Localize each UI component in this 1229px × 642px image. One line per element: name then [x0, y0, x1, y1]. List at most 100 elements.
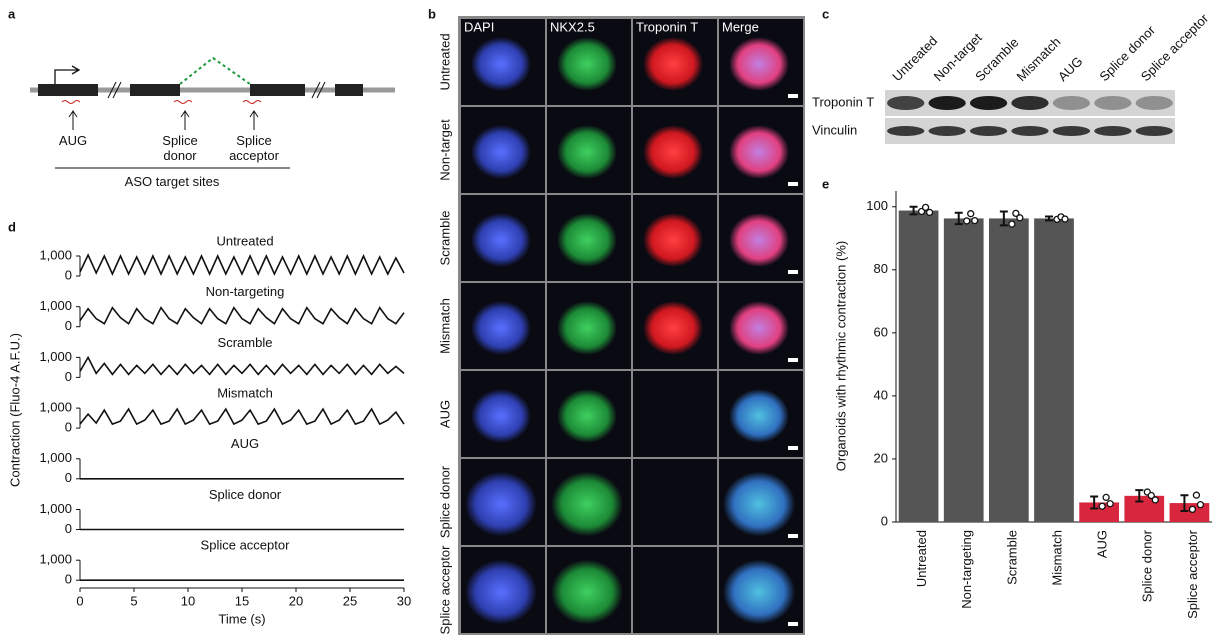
- error-bar: [1045, 215, 1053, 222]
- column-header: Troponin T: [636, 19, 698, 34]
- data-point: [921, 203, 930, 212]
- y-tick-label: 1,000: [39, 400, 72, 415]
- band: [1135, 96, 1173, 110]
- data-point: [963, 217, 971, 225]
- organoid: [465, 471, 537, 537]
- organoid: [557, 125, 617, 179]
- data-point: [1188, 505, 1197, 514]
- data-point: [1008, 220, 1016, 228]
- organoid: [471, 37, 531, 91]
- data-point: [1196, 501, 1205, 509]
- x-tick-label: Splice donor: [1140, 529, 1155, 602]
- y-tick-label: 0: [65, 267, 72, 282]
- trace-title: Untreated: [216, 233, 273, 248]
- y-tick-label: 0: [65, 572, 72, 587]
- y-tick-label: 1,000: [39, 552, 72, 567]
- organoid: [729, 213, 789, 267]
- trace: [79, 253, 405, 276]
- data-point: [1151, 496, 1159, 504]
- lane-label: AUG: [1055, 54, 1086, 85]
- x-axis-label: Time (s): [218, 611, 265, 626]
- error-bar: [954, 211, 963, 226]
- column-header: DAPI: [464, 19, 494, 34]
- data-point: [1012, 209, 1020, 218]
- gene-diagram: ASO target sites: [30, 56, 395, 189]
- bar: [943, 218, 984, 522]
- y-tick-label: 40: [874, 387, 888, 402]
- scale-bar: [788, 446, 798, 450]
- aso: [61, 100, 262, 104]
- panel-label: d: [8, 219, 16, 234]
- scale-bar: [788, 94, 798, 98]
- trace-title: Splice donor: [209, 487, 282, 502]
- band: [1135, 126, 1173, 136]
- exon: [335, 84, 363, 96]
- organoid: [557, 301, 617, 355]
- x-tick-label: 5: [130, 593, 137, 608]
- band: [887, 126, 925, 136]
- y-tick-label: 1,000: [39, 298, 72, 313]
- data-point: [967, 210, 975, 218]
- trace-title: Mismatch: [217, 386, 273, 401]
- organoid: [643, 37, 703, 91]
- band: [928, 96, 966, 110]
- micrograph: [633, 459, 717, 545]
- error-bar: [1090, 495, 1099, 510]
- splice-junction: [179, 56, 251, 85]
- row-label: Splice donor: [437, 465, 452, 538]
- trace: [79, 306, 405, 325]
- trace: [79, 407, 405, 426]
- x-tick-label: Splice acceptor: [1185, 529, 1200, 619]
- organoid: [557, 389, 617, 443]
- y-axis-label: Organoids with rhythmic contraction (%): [833, 241, 848, 471]
- organoid: [643, 213, 703, 267]
- organoid: [723, 559, 795, 625]
- band: [1011, 126, 1049, 136]
- trace-title: Non-targeting: [206, 284, 285, 299]
- column-header: Merge: [722, 19, 759, 34]
- organoid: [729, 389, 789, 443]
- data-point: [1106, 500, 1114, 508]
- data-point: [1098, 502, 1106, 510]
- lane-label: Mismatch: [1014, 34, 1064, 84]
- y-tick-label: 60: [874, 324, 888, 339]
- y-tick-label: 1,000: [39, 247, 72, 262]
- site-label: Splice acceptor: [229, 133, 279, 163]
- panel-label: a: [8, 6, 16, 21]
- trace: [79, 355, 405, 376]
- panel-label: e: [822, 176, 829, 191]
- x-tick-label: 25: [343, 593, 357, 608]
- organoid: [643, 301, 703, 355]
- bar: [898, 210, 939, 522]
- y-tick-label: 80: [874, 261, 888, 276]
- y-tick-label: 20: [874, 450, 888, 465]
- x-tick-label: 10: [181, 593, 195, 608]
- band: [887, 96, 925, 110]
- y-axis-label: Contraction (Fluo-4 A.F.U.): [7, 333, 22, 487]
- exon: [38, 84, 98, 96]
- bar: [1034, 218, 1074, 522]
- x-tick-label: AUG: [1095, 530, 1110, 558]
- error-bar: [1180, 494, 1189, 512]
- x-tick-label: 20: [289, 593, 303, 608]
- organoid: [723, 471, 795, 537]
- y-tick-label: 0: [65, 369, 72, 384]
- organoid: [729, 37, 789, 91]
- y-tick-label: 0: [65, 521, 72, 536]
- row-label: Splice acceptor: [437, 545, 452, 635]
- band: [928, 126, 966, 136]
- data-point: [1016, 214, 1024, 222]
- organoid: [643, 125, 703, 179]
- organoid: [557, 213, 617, 267]
- band-label: Troponin T: [812, 94, 874, 109]
- trace-title: AUG: [231, 436, 259, 451]
- error-bar: [999, 210, 1008, 227]
- band: [1052, 126, 1091, 136]
- band-label: Vinculin: [812, 122, 857, 137]
- organoid: [471, 125, 531, 179]
- panel-label: b: [428, 6, 436, 21]
- data-point: [1192, 491, 1201, 499]
- band: [1052, 96, 1091, 110]
- row-label: Mismatch: [437, 298, 452, 354]
